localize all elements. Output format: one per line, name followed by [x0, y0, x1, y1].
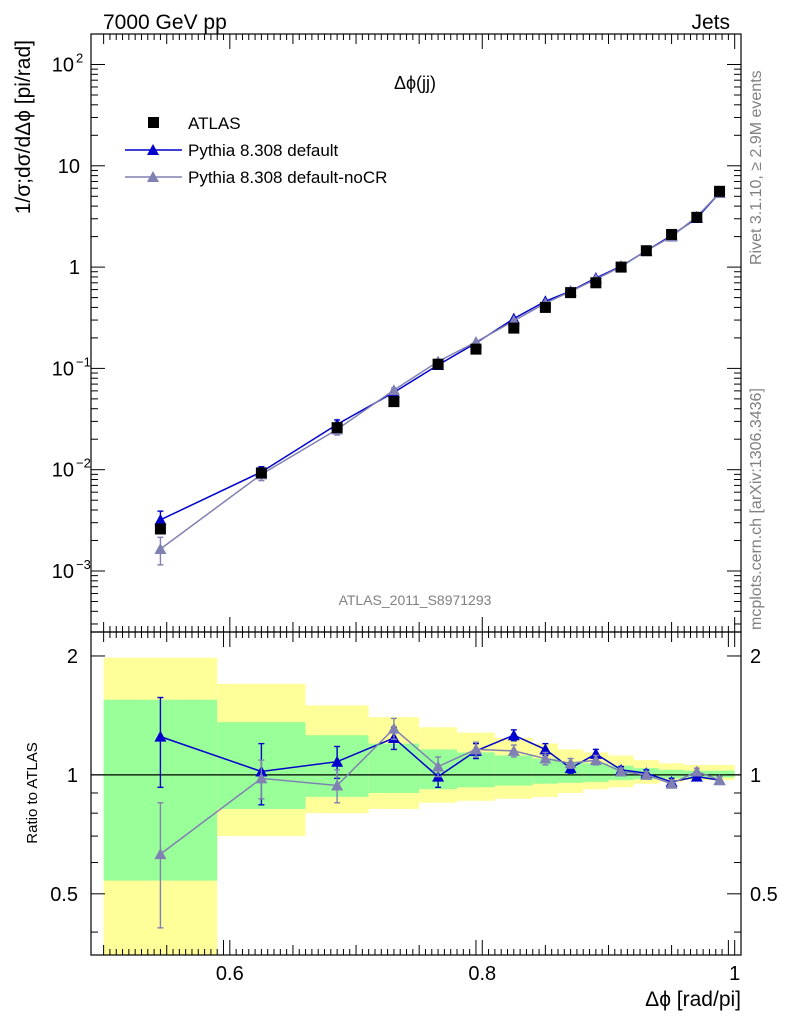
- y-tick-label: 0.5: [50, 884, 78, 906]
- band-green: [709, 770, 735, 778]
- y-tick-label: 10: [52, 460, 74, 482]
- data-point: [714, 185, 726, 197]
- ratio-xlabel: Δϕ [rad/pi]: [645, 988, 741, 1011]
- data-point: [615, 765, 628, 777]
- series-line: [160, 192, 721, 521]
- data-point: [713, 774, 726, 786]
- legend-marker: [148, 117, 159, 128]
- data-point: [690, 765, 703, 777]
- data-point: [255, 772, 268, 784]
- data-point: [640, 768, 653, 780]
- data-point: [154, 542, 167, 554]
- y-tick-label: 1: [69, 257, 80, 279]
- y-tick-label-exp: −1: [76, 354, 91, 369]
- header-left: 7000 GeV pp: [103, 11, 227, 34]
- y-tick-label: 10: [52, 561, 74, 583]
- x-tick-label: 0.8: [468, 963, 496, 985]
- series-line: [159, 192, 721, 550]
- ratio-panel: 0.5 0.5 1 1 2 2 0.6 0.8 1 Ratio to ATLAS Δϕ [rad…: [24, 631, 778, 1011]
- data-point: [539, 752, 552, 764]
- rivet-label: Rivet 3.1.10, ≥ 2.9M events: [748, 70, 765, 265]
- y-tick-label-exp: −2: [76, 456, 91, 471]
- data-point: [154, 848, 167, 860]
- data-point: [432, 760, 445, 772]
- data-point: [331, 422, 343, 434]
- data-point: [469, 743, 482, 755]
- data-point: [507, 729, 520, 741]
- data-point: [154, 513, 167, 525]
- y-tick-label: 2: [750, 646, 761, 668]
- data-point: [387, 384, 400, 396]
- legend: ATLAS Pythia 8.308 default Pythia 8.308 de…: [125, 114, 387, 187]
- band-green: [368, 743, 420, 793]
- data-point: [665, 777, 678, 789]
- data-point: [507, 744, 520, 756]
- data-point: [508, 322, 520, 334]
- y-tick-label: 10: [52, 54, 74, 76]
- y-tick-label: 0.5: [750, 884, 778, 906]
- main-panel: Δϕ(jj) 1/σ;dσ/dΔϕ [pi/rad] ATLAS_2011_S8…: [12, 33, 742, 633]
- main-title: Δϕ(jj): [394, 73, 436, 93]
- data-point: [331, 779, 344, 791]
- x-tick-label: 1: [729, 963, 740, 985]
- data-point: [154, 523, 166, 535]
- data-point: [470, 343, 482, 355]
- ratio-frame: [90, 631, 742, 956]
- data-point: [590, 277, 602, 289]
- data-point: [388, 396, 400, 408]
- data-point: [154, 730, 167, 742]
- y-tick-label: 10: [58, 156, 80, 178]
- data-point: [691, 211, 703, 223]
- y-tick-label: 10: [52, 358, 74, 380]
- data-point: [255, 467, 267, 479]
- watermark: ATLAS_2011_S8971293: [339, 592, 492, 608]
- legend-label: ATLAS: [188, 114, 241, 133]
- data-point: [615, 261, 627, 273]
- y-tick-label: 1: [67, 765, 78, 787]
- header-right: Jets: [691, 11, 730, 34]
- data-point: [589, 754, 602, 766]
- data-point: [331, 755, 344, 767]
- legend-label: Pythia 8.308 default: [188, 141, 339, 160]
- main-ylabel: 1/σ;dσ/dΔϕ [pi/rad]: [12, 40, 35, 214]
- data-point: [565, 287, 577, 299]
- data-point: [539, 301, 551, 313]
- legend-label: Pythia 8.308 default-noCR: [188, 168, 387, 187]
- band-green: [494, 755, 533, 786]
- data-point: [640, 245, 652, 257]
- ratio-ylabel: Ratio to ATLAS: [24, 742, 41, 843]
- y-tick-label: 1: [750, 765, 761, 787]
- data-point: [666, 228, 678, 240]
- data-point: [564, 757, 577, 769]
- data-point: [432, 358, 444, 370]
- legend-marker: [147, 171, 159, 182]
- data-point: [589, 747, 602, 759]
- y-tick-label-exp: 2: [76, 50, 83, 65]
- band-green: [658, 769, 685, 779]
- mcplots-label: mcplots.cern.ch [arXiv:1306.3436]: [748, 388, 765, 630]
- y-tick-label-exp: −3: [76, 557, 91, 572]
- data-point: [539, 743, 552, 755]
- x-tick-label: 0.6: [216, 963, 244, 985]
- data-point: [387, 722, 400, 734]
- legend-marker: [147, 144, 159, 155]
- band-green: [583, 763, 609, 782]
- y-tick-label: 2: [67, 646, 78, 668]
